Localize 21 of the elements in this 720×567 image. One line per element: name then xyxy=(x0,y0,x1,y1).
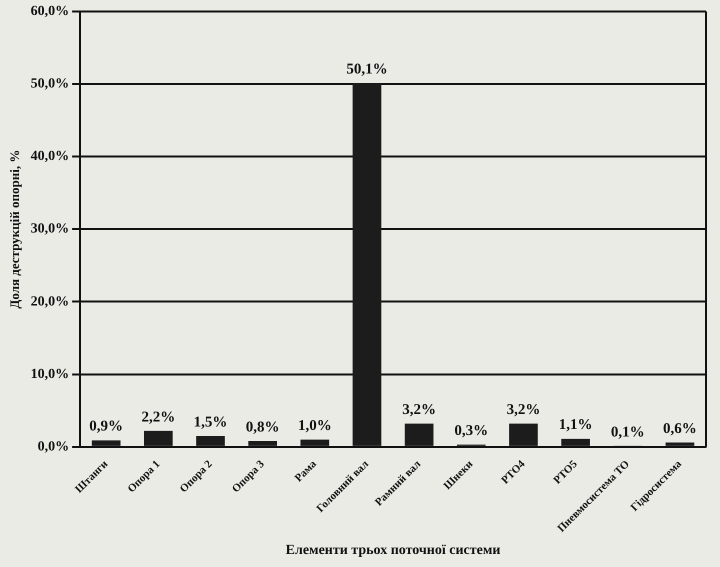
data-label: 0,3% xyxy=(454,423,488,440)
data-label: 0,1% xyxy=(610,424,645,441)
data-label: 3,2% xyxy=(506,402,540,418)
y-tick-label: 50,0% xyxy=(30,76,70,92)
y-tick-label: 40,0% xyxy=(30,149,70,164)
data-label: 0,8% xyxy=(246,419,280,436)
y-tick-label: 20,0% xyxy=(30,294,70,310)
data-label: 1,5% xyxy=(194,414,228,430)
y-tick-label: 0,0% xyxy=(38,439,70,454)
y-tick-label: 30,0% xyxy=(30,222,70,237)
data-label: 1,0% xyxy=(298,418,332,434)
data-label: 2,2% xyxy=(141,409,176,426)
data-label: 0,6% xyxy=(663,420,697,437)
data-label: 3,2% xyxy=(402,402,436,418)
y-axis-title: Доля деструкцій опорні, % xyxy=(7,150,22,309)
data-label: 50,1% xyxy=(346,62,388,78)
x-axis-title: Елементи трьох поточної системи xyxy=(286,543,500,558)
data-label: 1,1% xyxy=(558,417,592,434)
y-tick-label: 60,0% xyxy=(30,4,70,20)
y-tick-label: 10,0% xyxy=(30,366,70,382)
data-label: 0,9% xyxy=(89,418,124,435)
